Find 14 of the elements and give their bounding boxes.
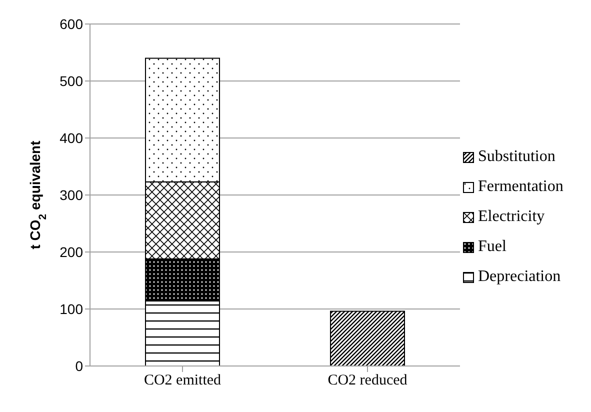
x-tick-label: CO2 emitted <box>144 372 222 389</box>
legend-label: Electricity <box>478 208 545 226</box>
legend-label: Depreciation <box>478 268 561 286</box>
y-tick-label: 100 <box>60 300 84 317</box>
y-tick-label: 0 <box>75 358 84 374</box>
y-tick-label: 300 <box>60 186 84 203</box>
legend-label: Substitution <box>478 148 556 166</box>
legend-label: Fermentation <box>478 178 564 196</box>
legend-label: Fuel <box>478 238 506 256</box>
y-tick-label: 200 <box>60 244 84 260</box>
y-tick-label: 600 <box>60 16 84 32</box>
y-tick-label: 400 <box>60 130 84 146</box>
x-tick-label: CO2 reduced <box>328 372 408 389</box>
y-tick-label: 500 <box>60 72 84 89</box>
